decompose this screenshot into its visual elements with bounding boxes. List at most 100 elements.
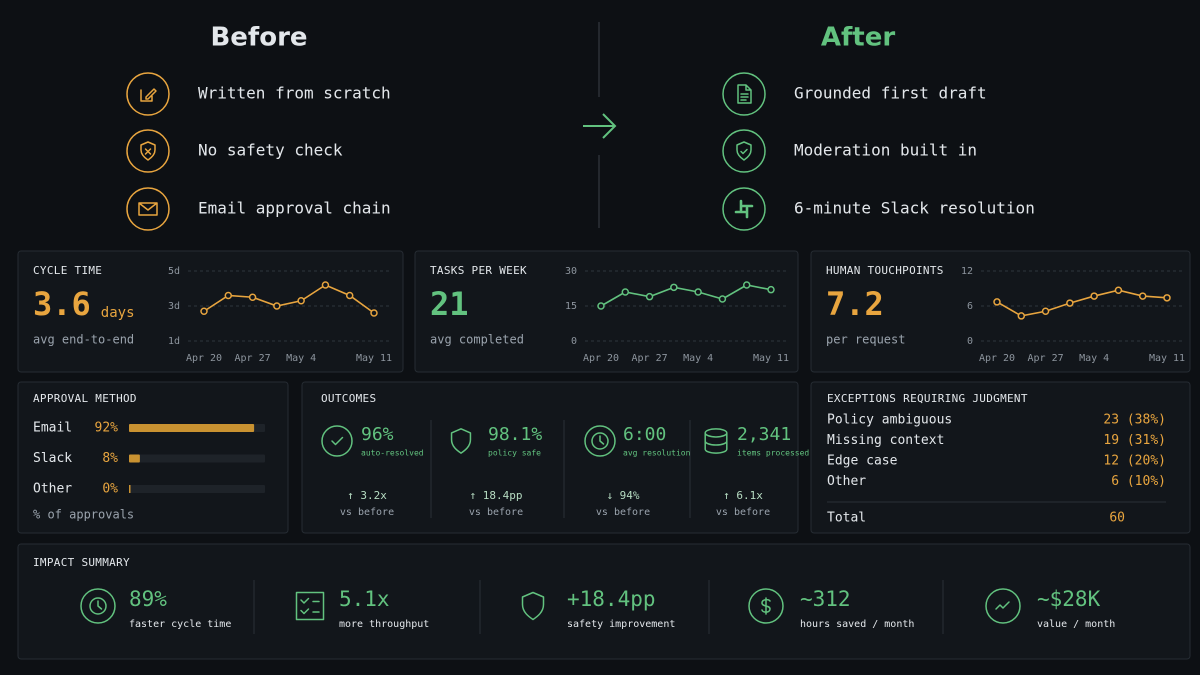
metric-caption: per request: [826, 333, 905, 347]
card: [414, 250, 799, 373]
impact-value: 89%: [129, 587, 167, 611]
icon-ring: [80, 588, 116, 624]
bar-value: 0%: [102, 482, 118, 497]
point: [993, 298, 1001, 306]
icon: [97, 600, 103, 610]
exception-value: 23 (38%): [1103, 413, 1166, 428]
icon-ring: [722, 72, 766, 116]
icon: [599, 435, 605, 445]
outcome-change: ↑ 18.4pp: [470, 489, 523, 502]
point: [200, 307, 208, 315]
impact-value: ~312: [800, 587, 851, 611]
icon: [761, 597, 771, 615]
before-title: Before: [210, 23, 307, 53]
outcome-change: ↑ 3.2x: [347, 489, 387, 502]
icon: [736, 141, 752, 161]
x-tick-label: May 11: [753, 353, 789, 364]
point: [670, 283, 678, 292]
outcome-note: vs before: [596, 507, 650, 518]
icon-ring: [126, 72, 170, 116]
bar-value: 8%: [102, 451, 118, 466]
card: [810, 381, 1191, 534]
card: [17, 543, 1191, 660]
x-tick-label: Apr 20: [186, 353, 222, 364]
point: [1163, 294, 1171, 302]
icon: [140, 88, 157, 102]
impact-label: safety improvement: [567, 619, 675, 630]
point: [273, 302, 281, 310]
y-tick-label: 30: [565, 266, 577, 277]
bar-label: Other: [33, 482, 72, 497]
metric-caption: avg end-to-end: [33, 333, 134, 347]
point: [345, 291, 354, 300]
x-tick-label: Apr 27: [235, 353, 271, 364]
y-tick-label: 0: [571, 336, 577, 347]
exception-value: 19 (31%): [1103, 433, 1166, 448]
y-tick-label: 15: [565, 301, 577, 312]
card: [17, 250, 404, 373]
exception-label: Policy ambiguous: [827, 413, 952, 428]
point: [767, 285, 775, 294]
icon: [140, 141, 156, 161]
total-label: Total: [827, 511, 866, 526]
point: [621, 288, 630, 296]
y-tick-label: 6: [967, 301, 973, 312]
icon: [138, 202, 158, 216]
card-title: OUTCOMES: [321, 392, 376, 405]
card-title: IMPACT SUMMARY: [33, 556, 130, 569]
metric-caption: avg completed: [430, 333, 524, 347]
card-title: APPROVAL METHOD: [33, 392, 137, 405]
point: [1017, 312, 1026, 320]
icon: [450, 428, 472, 454]
after-title: After: [821, 23, 895, 53]
outcome-label: items processed: [737, 449, 809, 458]
line: [203, 284, 375, 314]
point: [1114, 286, 1123, 294]
impact-value: +18.4pp: [567, 587, 656, 611]
arrow: [583, 113, 617, 139]
point: [248, 293, 257, 301]
outcome-note: vs before: [716, 507, 770, 518]
after-item: Moderation built in: [794, 141, 977, 160]
x-tick-label: Apr 20: [979, 353, 1015, 364]
metric-title: HUMAN TOUCHPOINTS: [826, 264, 944, 277]
line: [600, 284, 772, 307]
impact-label: more throughput: [339, 619, 429, 630]
icon-ring: [126, 129, 170, 173]
card: [301, 381, 799, 534]
point: [321, 281, 330, 289]
icon: [331, 436, 344, 446]
icon: [704, 428, 728, 454]
icon-ring: [985, 588, 1021, 624]
before-item: Email approval chain: [198, 199, 391, 218]
after-item: Grounded first draft: [794, 84, 987, 103]
icon: [591, 432, 609, 450]
outcome-label: auto-resolved: [361, 449, 424, 458]
outcome-note: vs before: [469, 507, 523, 518]
bar-stub: [129, 485, 131, 493]
icon-ring: [748, 588, 784, 624]
y-tick-label: 12: [961, 266, 973, 277]
outcome-value: 96%: [361, 424, 394, 445]
line: [996, 289, 1168, 317]
icon: [89, 597, 107, 615]
x-tick-label: Apr 20: [583, 353, 619, 364]
impact-value: ~$28K: [1037, 587, 1101, 611]
point: [597, 302, 605, 310]
metric-title: TASKS PER WEEK: [430, 264, 527, 277]
outcome-label: policy safe: [488, 449, 541, 458]
bar-track: [129, 454, 265, 463]
after-item: 6-minute Slack resolution: [794, 199, 1035, 218]
icon-ring: [584, 425, 616, 457]
x-tick-label: Apr 27: [1028, 353, 1064, 364]
icon: [734, 199, 754, 219]
metric-title: CYCLE TIME: [33, 264, 102, 277]
icon-ring: [722, 187, 766, 231]
icon: [521, 591, 545, 621]
x-tick-label: May 4: [1079, 353, 1109, 364]
bar-track: [129, 485, 265, 493]
exception-label: Edge case: [827, 454, 898, 469]
x-tick-label: May 11: [356, 353, 392, 364]
icon: [737, 84, 752, 104]
